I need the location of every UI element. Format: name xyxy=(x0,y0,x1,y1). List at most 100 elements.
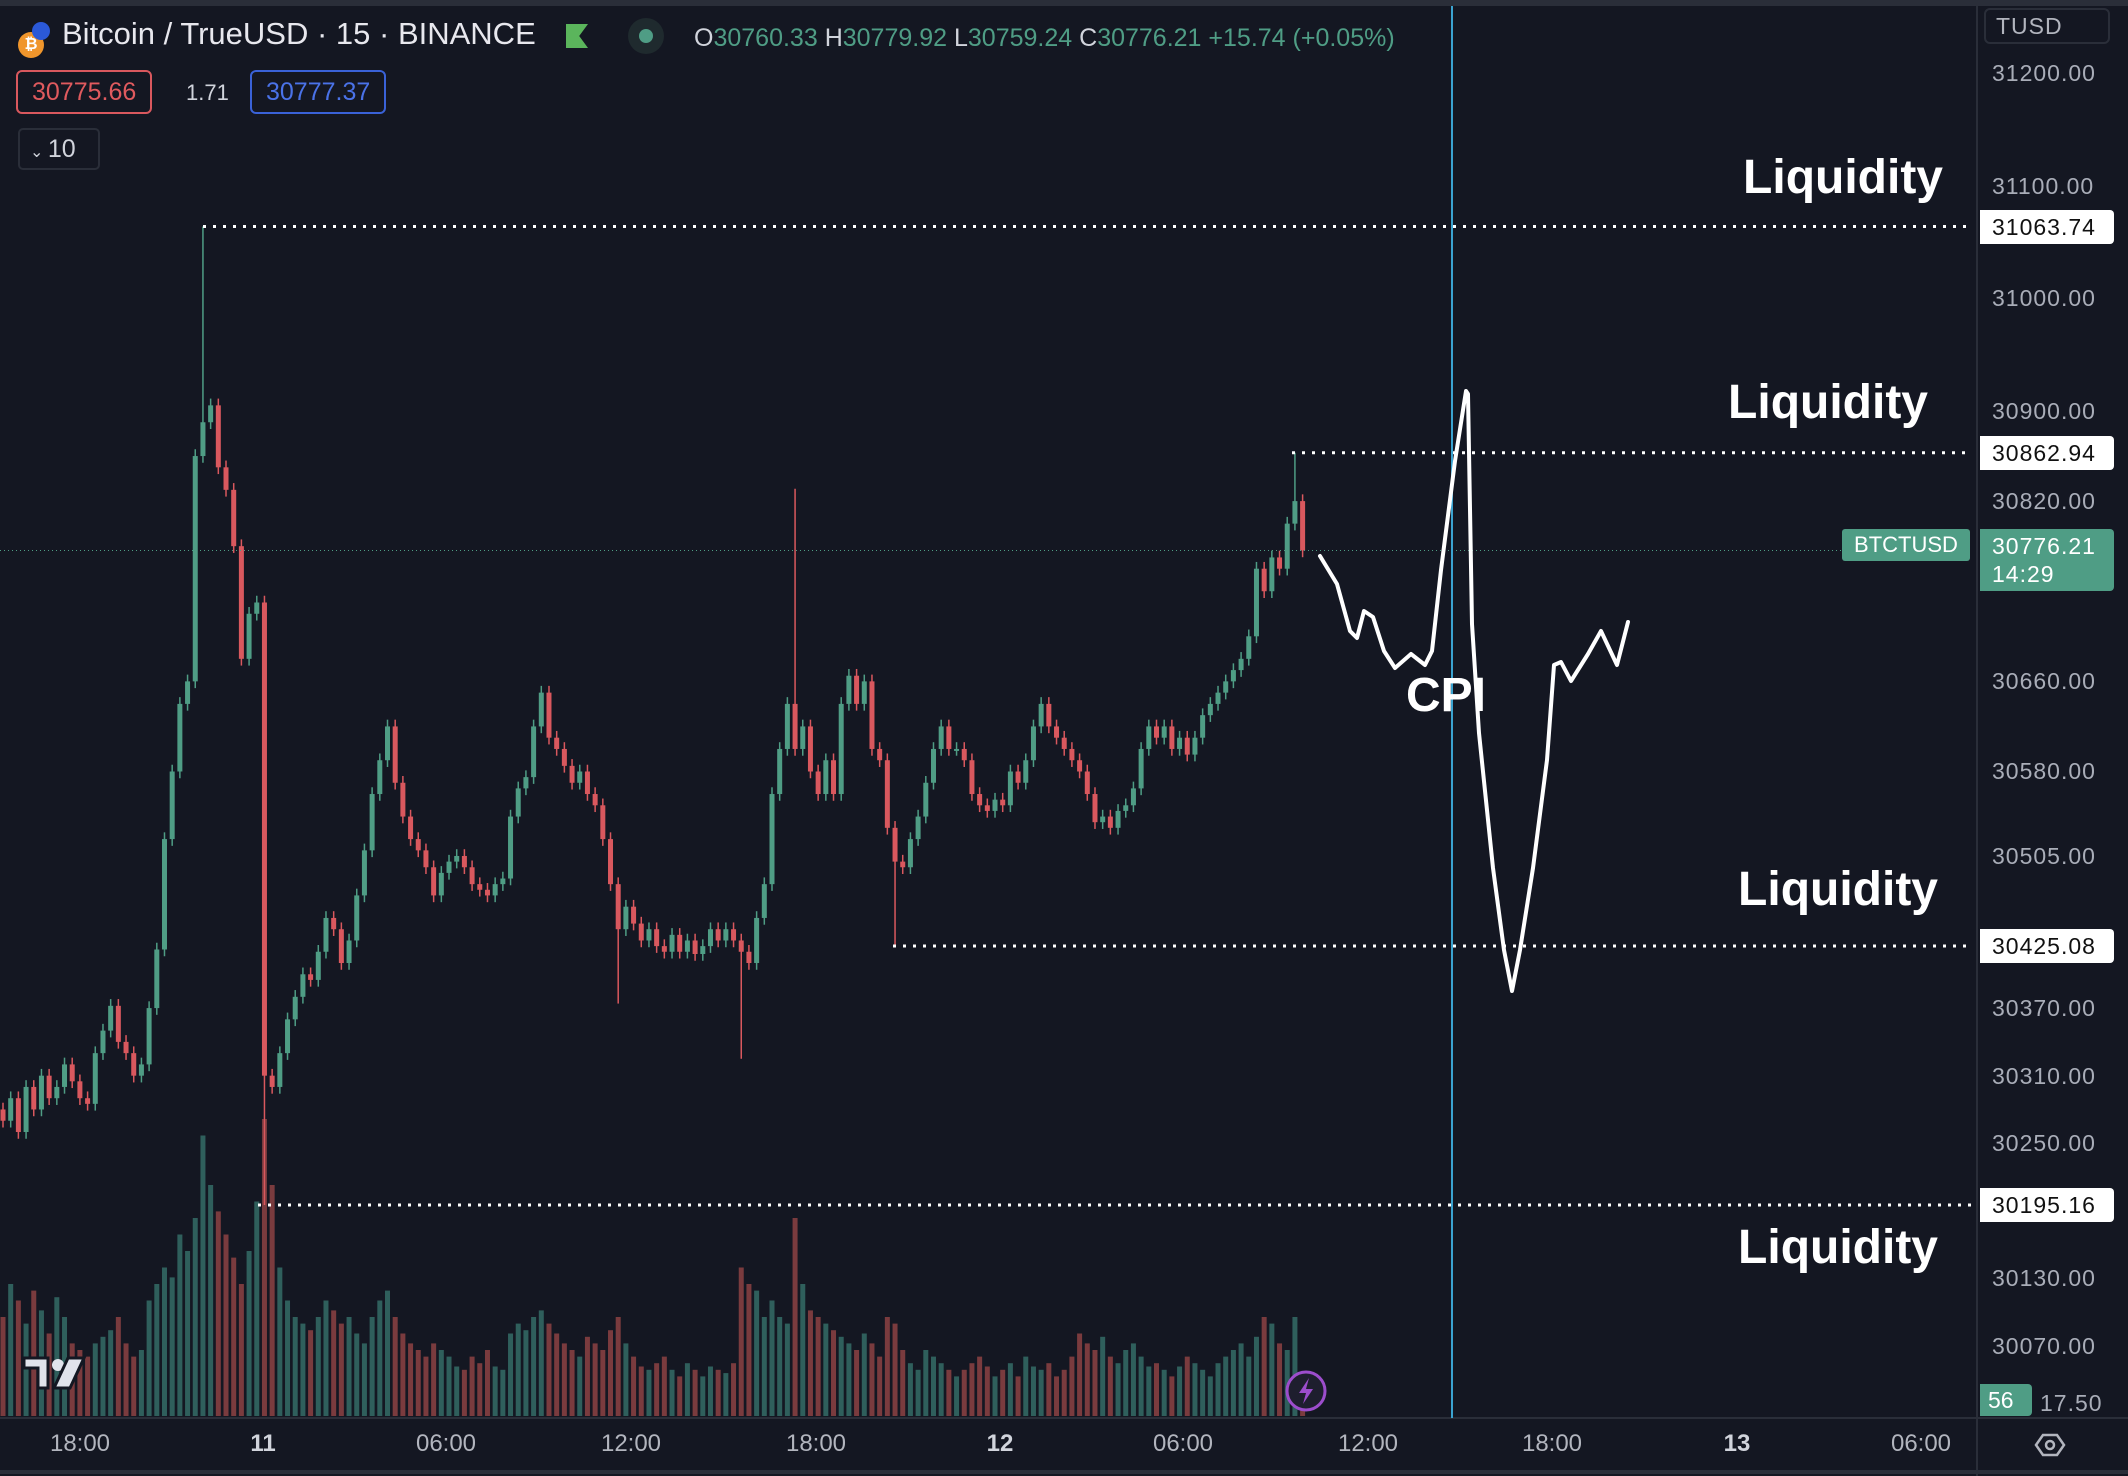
volume-bar xyxy=(854,1350,860,1416)
lightning-icon[interactable] xyxy=(1285,1370,1327,1412)
candle-body xyxy=(23,1086,29,1133)
liquidity-label-upper[interactable]: Liquidity xyxy=(1728,376,1928,429)
candles xyxy=(0,226,1306,1206)
candle-body xyxy=(177,703,183,772)
volume-bar xyxy=(254,1201,260,1416)
candle-body xyxy=(854,675,860,704)
volume-bar xyxy=(561,1343,567,1416)
volume-bar xyxy=(915,1369,921,1416)
volume-bar xyxy=(369,1317,375,1416)
volume-bar xyxy=(492,1366,498,1416)
candle-body xyxy=(1046,703,1052,727)
volume-bar xyxy=(1230,1350,1236,1416)
volume-bar xyxy=(923,1350,929,1416)
candle-body xyxy=(754,917,760,964)
candle-body xyxy=(392,726,398,783)
level-price-tag: 30195.16 xyxy=(1980,1188,2114,1223)
candle-body xyxy=(746,951,752,964)
market-flag-icon xyxy=(566,24,588,48)
volume-bar xyxy=(884,1317,890,1416)
liquidity-label-top[interactable]: Liquidity xyxy=(1743,151,1943,204)
volume-bar xyxy=(392,1317,398,1416)
candle-body xyxy=(715,929,721,941)
change-value: +15.74 (+0.05%) xyxy=(1208,24,1395,52)
liquidity-label-lower[interactable]: Liquidity xyxy=(1738,863,1938,916)
candle-body xyxy=(415,839,421,851)
price-tick: 30820.00 xyxy=(1992,488,2096,515)
volume-bar xyxy=(1015,1376,1021,1416)
volume-bar xyxy=(223,1234,229,1416)
volume-bar xyxy=(631,1356,637,1416)
candle-body xyxy=(446,861,452,873)
candle-body xyxy=(823,760,829,795)
candle-body xyxy=(161,839,167,950)
eye-settings-icon[interactable] xyxy=(2034,1433,2066,1457)
candle-body xyxy=(992,799,998,811)
volume-bar xyxy=(292,1317,298,1416)
candle-body xyxy=(569,765,575,783)
volume-bar xyxy=(1192,1363,1198,1416)
candle-body xyxy=(54,1086,60,1099)
candle-body xyxy=(592,794,598,806)
volume-bar xyxy=(1030,1366,1036,1416)
candle-body xyxy=(431,867,437,896)
volume-bar xyxy=(0,1317,6,1416)
candle-body xyxy=(408,816,414,840)
level-price-tag: 30425.08 xyxy=(1980,929,2114,964)
liquidity-label-bottom[interactable]: Liquidity xyxy=(1738,1221,1938,1274)
symbol-title[interactable]: Bitcoin / TrueUSD · 15 · BINANCE xyxy=(62,16,536,51)
volume-bar xyxy=(615,1317,621,1416)
candle-body xyxy=(915,816,921,840)
candle-body xyxy=(954,748,960,751)
candle-body xyxy=(500,878,506,885)
volume-bar xyxy=(385,1290,390,1416)
symbol-logo-icon: ₿ xyxy=(18,22,54,58)
candle-body xyxy=(1030,726,1036,761)
candle-body xyxy=(961,748,967,761)
candle-body xyxy=(1246,636,1252,659)
volume-bar xyxy=(1084,1343,1090,1416)
candle-body xyxy=(777,748,783,795)
volume-bar xyxy=(723,1373,729,1416)
projection-drawing[interactable] xyxy=(1318,389,1630,993)
candle-body xyxy=(1015,771,1021,783)
candle-body xyxy=(108,1005,114,1031)
volume-bar xyxy=(1161,1369,1167,1416)
volume-bar xyxy=(1123,1350,1129,1416)
candle-body xyxy=(146,1008,152,1065)
price-axis-partial-tick: 17.50 xyxy=(2040,1390,2103,1416)
tradingview-logo[interactable] xyxy=(22,1356,87,1390)
candle-body xyxy=(831,760,837,795)
candle-body xyxy=(584,771,590,795)
volume-bar xyxy=(208,1185,214,1416)
volume-bar xyxy=(954,1376,960,1416)
volume-bar xyxy=(100,1336,106,1416)
candle-body xyxy=(1007,771,1013,806)
indicators-toggle[interactable]: ⌄ 10 xyxy=(18,128,100,170)
time-tick: 11 xyxy=(250,1430,276,1457)
volume-bar xyxy=(608,1330,614,1416)
candle-body xyxy=(969,760,975,795)
price-tick: 30505.00 xyxy=(1992,842,2096,869)
volume-bar xyxy=(523,1330,529,1416)
buy-price-button[interactable]: 30777.37 xyxy=(250,70,387,114)
price-tick: 30130.00 xyxy=(1992,1265,2096,1292)
candle-body xyxy=(508,816,514,879)
liquidity-levels xyxy=(0,225,1972,1207)
candle-body xyxy=(1253,568,1259,637)
candle-body xyxy=(1177,737,1183,749)
volume-bar xyxy=(754,1290,760,1416)
cpi-label[interactable]: CPI xyxy=(1406,669,1487,722)
candle-body xyxy=(185,681,191,704)
currency-selector[interactable]: TUSD xyxy=(1984,8,2110,44)
volume-bar xyxy=(1061,1369,1067,1416)
volume-bar xyxy=(323,1300,329,1416)
sell-price-button[interactable]: 30775.66 xyxy=(16,70,153,114)
volume-bar xyxy=(423,1356,429,1416)
price-tick: 30900.00 xyxy=(1992,397,2096,424)
price-tick: 30310.00 xyxy=(1992,1062,2096,1089)
volume-bar xyxy=(961,1369,967,1416)
volume-bar xyxy=(1223,1356,1229,1416)
close-label: C xyxy=(1079,24,1098,52)
